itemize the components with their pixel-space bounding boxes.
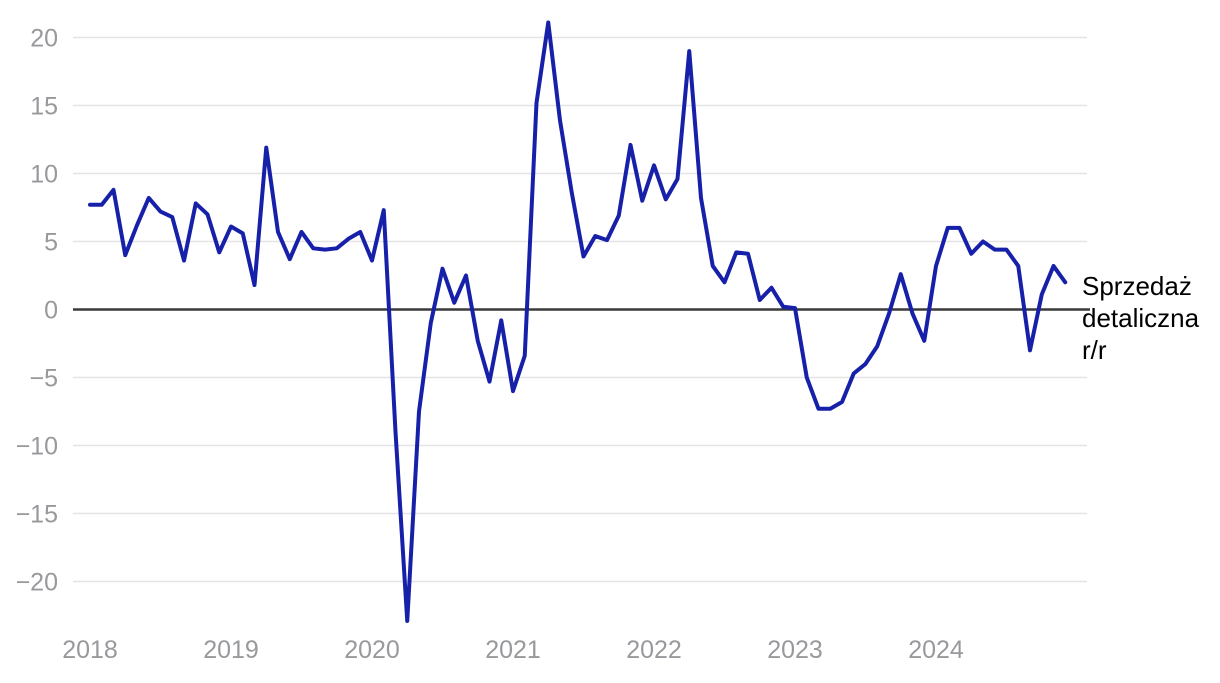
y-tick-label: −10: [16, 433, 58, 461]
y-tick-label: −15: [16, 501, 58, 529]
y-tick-label: 10: [30, 161, 58, 189]
x-tick-label: 2020: [344, 636, 400, 664]
series-annotation-line: Sprzedaż: [1082, 271, 1192, 301]
y-tick-label: −20: [16, 569, 58, 597]
x-tick-label: 2018: [62, 636, 118, 664]
x-tick-label: 2023: [767, 636, 823, 664]
x-tick-label: 2021: [485, 636, 541, 664]
y-axis-labels: 20 15 10 5 0 −5 −10 −15 −20: [16, 25, 58, 597]
y-tick-label: 20: [30, 25, 58, 53]
y-tick-label: 0: [44, 297, 58, 325]
x-tick-label: 2024: [908, 636, 964, 664]
series-annotation-line: detaliczna: [1082, 303, 1200, 333]
series-polyline: [88, 20, 1068, 623]
x-axis-labels: 2018 2019 2020 2021 2022 2023 2024: [62, 636, 964, 664]
y-gridlines: [73, 36, 1087, 583]
x-tick-label: 2022: [626, 636, 682, 664]
retail-sales-line: [88, 20, 1068, 623]
y-tick-label: −5: [29, 365, 58, 393]
y-tick-label: 5: [44, 229, 58, 257]
y-tick-label: 15: [30, 93, 58, 121]
series-annotation-line: r/r: [1082, 335, 1107, 365]
x-tick-label: 2019: [203, 636, 259, 664]
